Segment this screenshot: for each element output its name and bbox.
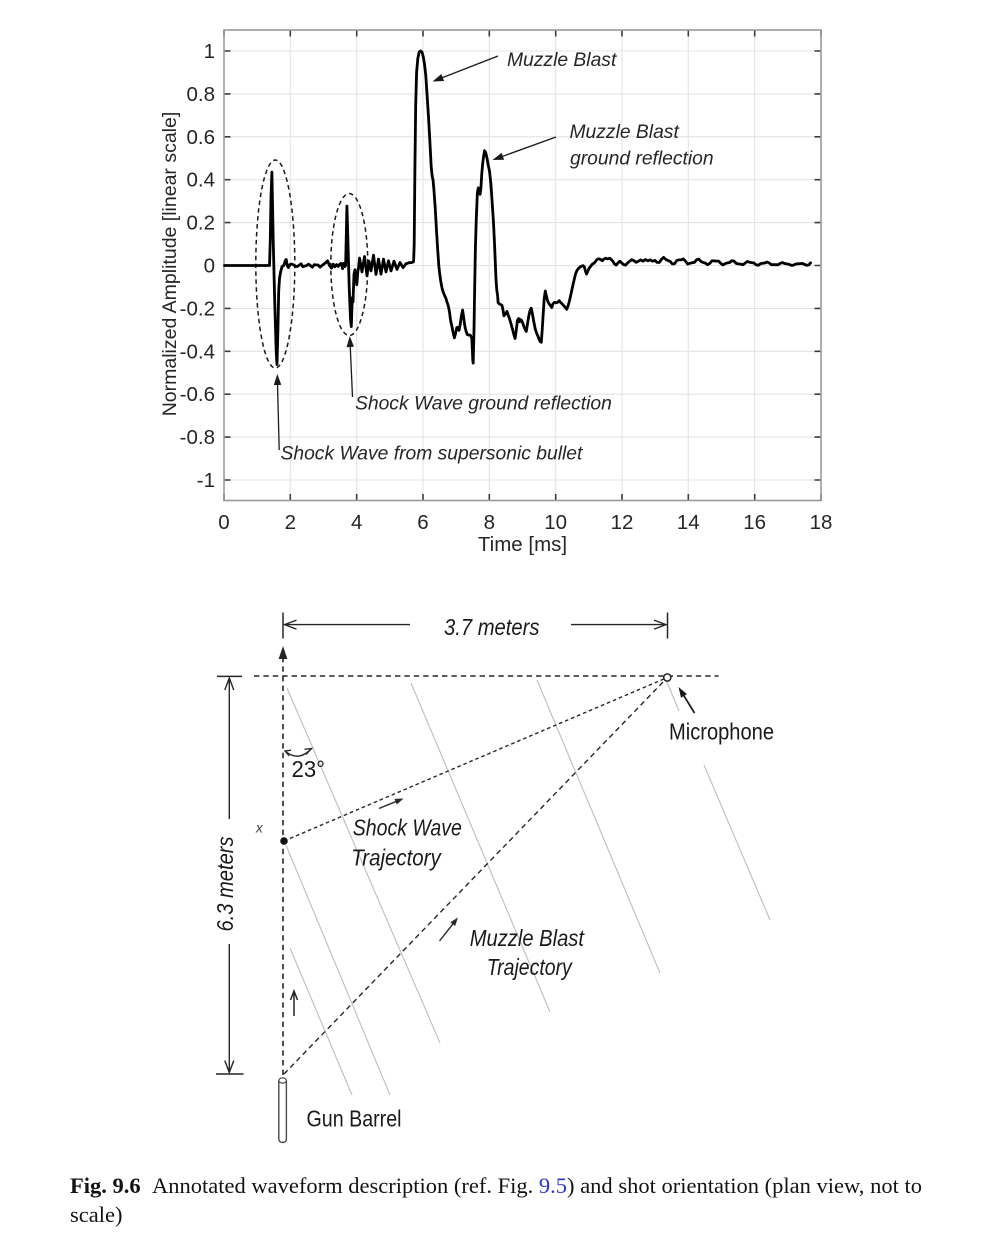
svg-text:0: 0 [204, 255, 215, 278]
svg-text:ground reflection: ground reflection [570, 149, 714, 170]
svg-text:18: 18 [810, 511, 833, 534]
svg-text:23°: 23° [292, 756, 326, 782]
svg-text:Gun Barrel: Gun Barrel [307, 1106, 402, 1132]
svg-text:10: 10 [544, 511, 567, 534]
svg-text:Muzzle Blast: Muzzle Blast [570, 122, 681, 143]
svg-text:Microphone: Microphone [669, 718, 774, 744]
svg-text:0: 0 [218, 511, 229, 534]
svg-text:0.2: 0.2 [187, 212, 216, 235]
svg-text:x: x [255, 821, 264, 836]
svg-text:Time [ms]: Time [ms] [478, 533, 567, 556]
svg-text:1: 1 [204, 40, 215, 63]
svg-text:12: 12 [611, 511, 634, 534]
svg-text:16: 16 [743, 511, 766, 534]
svg-text:-1: -1 [197, 469, 215, 492]
svg-text:6: 6 [417, 511, 428, 534]
svg-text:Muzzle Blast: Muzzle Blast [507, 50, 618, 71]
svg-text:14: 14 [677, 511, 700, 534]
svg-text:8: 8 [484, 511, 495, 534]
svg-text:-0.2: -0.2 [180, 297, 215, 320]
svg-text:3.7 meters: 3.7 meters [444, 614, 540, 640]
svg-text:-0.6: -0.6 [180, 383, 215, 406]
svg-text:0.8: 0.8 [187, 83, 216, 106]
svg-text:4: 4 [351, 511, 362, 534]
svg-text:6.3 meters: 6.3 meters [212, 836, 238, 931]
svg-text:Shock Wave from supersonic bul: Shock Wave from supersonic bullet [281, 444, 584, 465]
svg-text:-0.4: -0.4 [180, 340, 215, 363]
svg-text:Shock Wave ground reflection: Shock Wave ground reflection [355, 393, 612, 414]
svg-text:Shock Wave: Shock Wave [353, 815, 462, 841]
svg-text:Muzzle Blast: Muzzle Blast [470, 925, 586, 951]
svg-text:Trajectory: Trajectory [487, 954, 573, 980]
svg-text:2: 2 [285, 511, 296, 534]
svg-text:0.6: 0.6 [187, 126, 216, 149]
svg-text:0.4: 0.4 [187, 169, 216, 192]
svg-text:-0.8: -0.8 [180, 426, 215, 449]
svg-text:Trajectory: Trajectory [351, 844, 442, 870]
svg-text:Normalized Amplitude [linear s: Normalized Amplitude [linear scale] [159, 112, 181, 417]
